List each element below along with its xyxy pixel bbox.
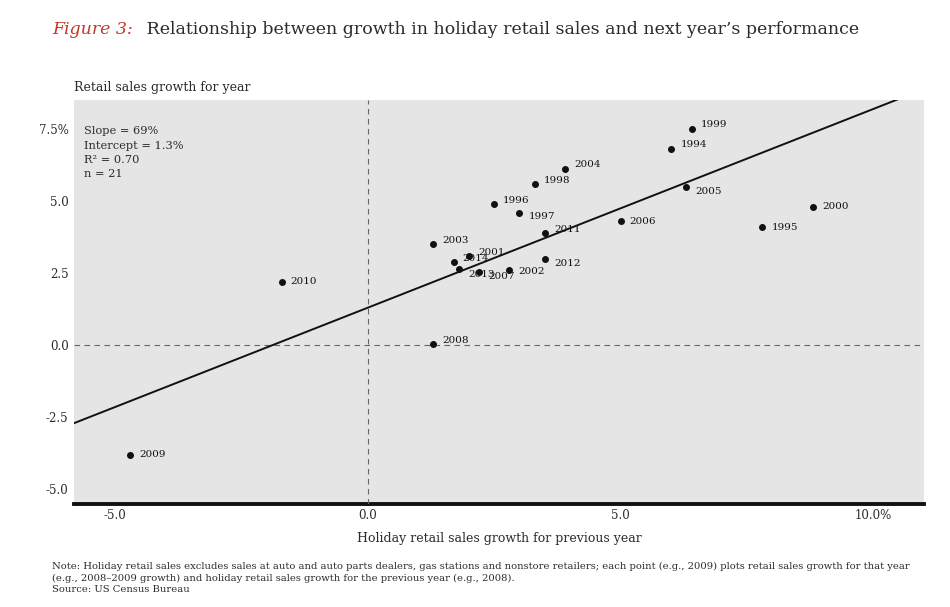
Text: Figure 3:: Figure 3: (52, 21, 133, 38)
Point (486, 199, 502, 209)
Point (537, 254, 552, 263)
Point (426, 339, 441, 348)
Text: 2009: 2009 (139, 450, 165, 459)
Text: 2013: 2013 (467, 270, 494, 279)
Text: Slope = 69%
Intercept = 1.3%
R² = 0.70
n = 21: Slope = 69% Intercept = 1.3% R² = 0.70 n… (85, 126, 183, 179)
Text: 2011: 2011 (554, 225, 580, 234)
Text: 2006: 2006 (630, 217, 656, 226)
Point (558, 164, 573, 174)
Point (426, 239, 441, 249)
Point (462, 251, 477, 261)
Point (446, 257, 462, 266)
Text: 1997: 1997 (528, 212, 555, 220)
Point (512, 208, 527, 217)
Text: 1998: 1998 (543, 176, 570, 185)
Text: 2003: 2003 (443, 236, 469, 245)
Text: 2001: 2001 (478, 248, 504, 257)
Point (613, 216, 628, 226)
Point (664, 144, 679, 154)
X-axis label: Holiday retail sales growth for previous year: Holiday retail sales growth for previous… (357, 532, 641, 545)
Point (274, 277, 289, 287)
Text: Relationship between growth in holiday retail sales and next year’s performance: Relationship between growth in holiday r… (141, 21, 859, 38)
Point (537, 228, 552, 237)
Point (123, 450, 138, 459)
Text: 2010: 2010 (291, 277, 317, 287)
Text: 1996: 1996 (504, 196, 530, 205)
Point (451, 264, 466, 274)
Point (684, 124, 699, 134)
Text: 2012: 2012 (554, 259, 580, 268)
Point (527, 179, 542, 189)
Text: Note: Holiday retail sales excludes sales at auto and auto parts dealers, gas st: Note: Holiday retail sales excludes sale… (52, 561, 910, 594)
Text: 2004: 2004 (574, 160, 600, 169)
Text: 1994: 1994 (680, 140, 707, 149)
Text: 2008: 2008 (443, 336, 469, 345)
Text: 2007: 2007 (488, 273, 515, 282)
Text: Retail sales growth for year: Retail sales growth for year (74, 81, 251, 94)
Point (806, 202, 821, 212)
Point (755, 222, 770, 232)
Text: 1999: 1999 (701, 120, 727, 129)
Text: 2002: 2002 (519, 267, 545, 276)
Text: 2000: 2000 (822, 202, 848, 211)
Text: 1995: 1995 (771, 223, 798, 231)
Point (502, 265, 517, 275)
Point (679, 182, 694, 192)
Text: 2005: 2005 (695, 188, 722, 196)
Point (471, 267, 486, 277)
Text: 2014: 2014 (463, 254, 489, 263)
